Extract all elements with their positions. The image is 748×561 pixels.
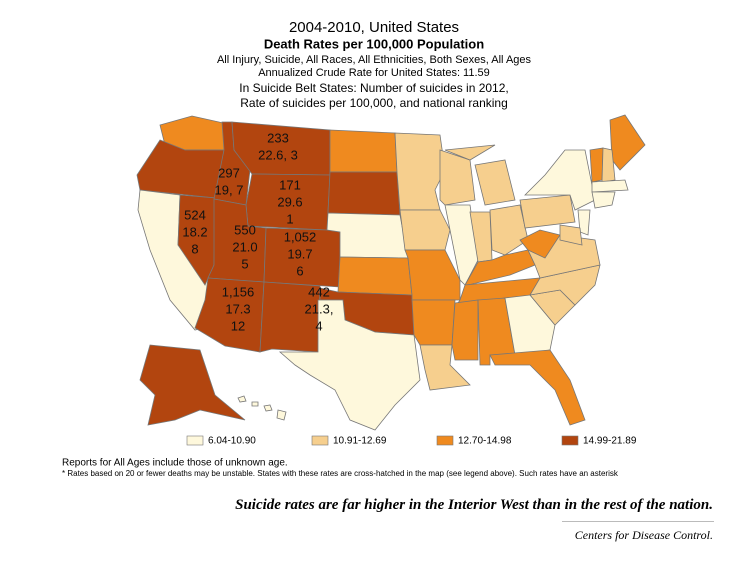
annotation-line: 8	[191, 241, 198, 256]
legend-swatch	[186, 435, 204, 446]
annotation-line: 18.2	[182, 224, 207, 239]
annotation-line: 297	[218, 165, 240, 180]
state	[251, 401, 259, 407]
annotation-line: 1,052	[284, 229, 317, 244]
annotation-line: 19.7	[287, 246, 312, 261]
annotation-line: 19, 7	[215, 182, 244, 197]
annotation-line: 1	[286, 211, 293, 226]
states	[136, 114, 646, 431]
belt-note: Rate of suicides per 100,000, and nation…	[240, 96, 508, 110]
state	[474, 159, 516, 206]
annotation-line: 550	[234, 222, 256, 237]
legend-label: 12.70-14.98	[458, 436, 512, 447]
note: * Rates based on 20 or fewer deaths may …	[62, 469, 619, 478]
annotation-line: 17.3	[225, 301, 250, 316]
state	[451, 299, 479, 361]
annotation-line: 5	[241, 256, 248, 271]
annotation-line: 233	[267, 130, 289, 145]
legend-label: 14.99-21.89	[583, 436, 637, 447]
state	[245, 173, 331, 231]
title: 2004-2010, United States	[289, 19, 459, 36]
state	[524, 149, 596, 211]
credit: Centers for Disease Control.	[574, 528, 713, 542]
legend: 6.04-10.90 10.91-12.69 12.70-14.98 14.99-21…	[186, 435, 637, 447]
state	[278, 299, 421, 431]
legend-swatch	[436, 435, 454, 446]
annotation-line: 22.6, 3	[258, 147, 298, 162]
state	[591, 191, 616, 209]
annotation-line: 12	[231, 318, 245, 333]
state	[559, 224, 583, 246]
state	[577, 209, 591, 236]
subtitle: Death Rates per 100,000 Population	[264, 36, 484, 51]
annotation-line: 524	[184, 207, 206, 222]
belt-note: In Suicide Belt States: Number of suicid…	[239, 81, 508, 95]
annotation-line: 4	[315, 318, 322, 333]
annotation-line: 21.3,	[305, 301, 334, 316]
state	[337, 256, 413, 296]
state	[609, 114, 646, 171]
legend-swatch	[311, 435, 329, 446]
state	[444, 144, 496, 161]
annotation-line: 1,156	[222, 284, 255, 299]
state	[411, 299, 456, 346]
state	[139, 344, 246, 426]
state	[489, 349, 586, 426]
state	[327, 171, 401, 216]
state	[399, 209, 451, 251]
state	[329, 129, 398, 173]
annotation-line: 171	[279, 177, 301, 192]
state	[589, 147, 604, 183]
annotation-line: 6	[296, 263, 303, 278]
rule	[562, 521, 714, 522]
state	[519, 229, 561, 259]
state	[263, 404, 273, 412]
state	[591, 179, 629, 193]
annotations: 233 22.6, 3 297 19, 7 171 29.6 1 524 18.2 8 550 21.…	[182, 130, 333, 333]
legend-label: 6.04-10.90	[208, 436, 256, 447]
note: Reports for All Ages include those of un…	[62, 458, 288, 469]
annotation-line: 21.0	[232, 239, 257, 254]
state	[394, 132, 446, 211]
detail: All Injury, Suicide, All Races, All Ethn…	[217, 54, 532, 66]
annotation-line: 442	[308, 284, 330, 299]
map-figure: 2004-2010, United States Death Rates per…	[62, 19, 646, 478]
state	[519, 194, 576, 229]
state	[404, 249, 461, 301]
detail: Annualized Crude Rate for United States:…	[258, 67, 490, 79]
state	[601, 147, 616, 183]
state	[259, 281, 321, 353]
state	[276, 409, 287, 421]
state	[489, 204, 529, 256]
state	[237, 395, 247, 403]
caption: Suicide rates are far higher in the Inte…	[235, 497, 713, 513]
annotation-line: 29.6	[277, 194, 302, 209]
legend-label: 10.91-12.69	[333, 436, 387, 447]
legend-swatch	[561, 435, 579, 446]
